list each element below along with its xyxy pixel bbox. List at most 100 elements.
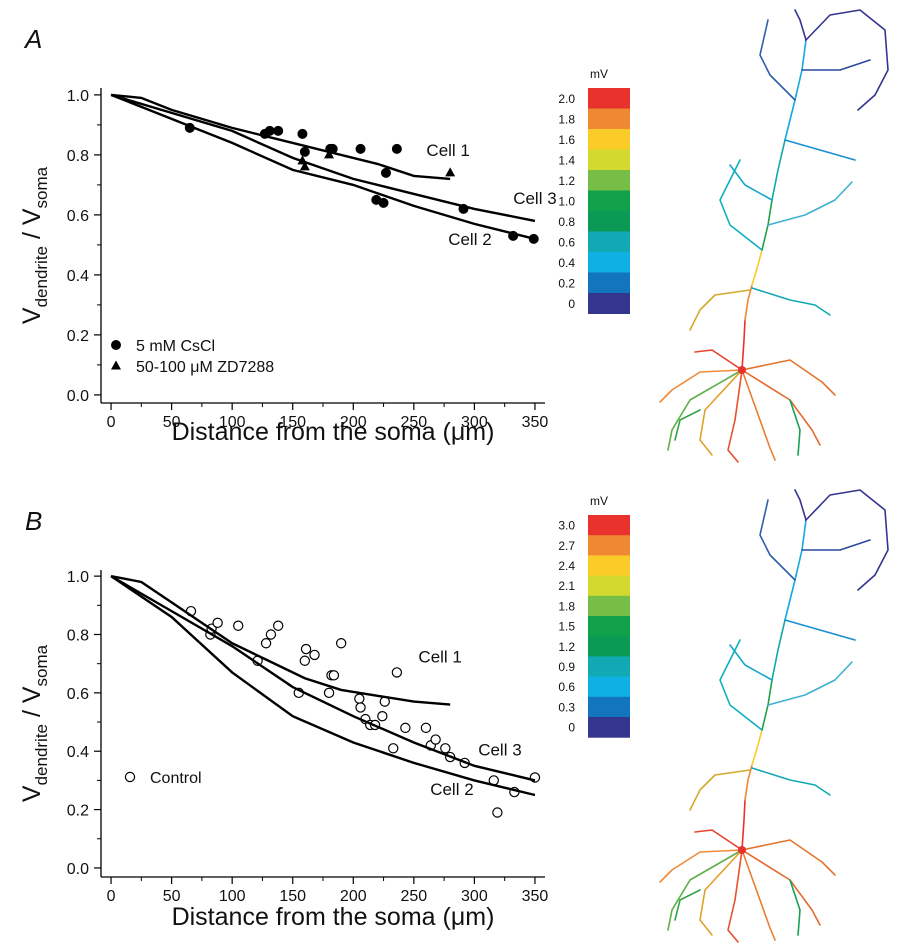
- x-tick-label: 50: [163, 888, 181, 905]
- y-axis-label: Vdendrite / Vsoma: [18, 644, 51, 802]
- marker: [380, 167, 391, 178]
- marker: [420, 722, 432, 734]
- colorbar-label: 2.4: [558, 559, 575, 573]
- colorbar-unit: mV: [590, 67, 608, 81]
- colorbar-label: 1.2: [558, 174, 575, 188]
- legend-label: 5 mM CsCl: [136, 338, 215, 355]
- marker: [272, 620, 284, 631]
- colorbar-label: 1.8: [558, 599, 575, 613]
- marker: [324, 149, 335, 159]
- neuron-drawing: [659, 9, 889, 463]
- marker: [355, 702, 366, 713]
- x-tick-label: 200: [340, 888, 367, 905]
- y-tick-label: 0.6: [67, 686, 89, 703]
- marker: [378, 197, 389, 208]
- marker: [323, 687, 335, 699]
- legend-marker: [110, 340, 121, 351]
- curve-label: Cell 3: [513, 189, 556, 208]
- curve: [110, 93, 451, 181]
- curve-label: Cell 1: [418, 648, 461, 667]
- marker: [440, 743, 451, 754]
- y-tick-label: 0.8: [67, 148, 89, 165]
- colorbar-swatch: [588, 515, 630, 536]
- y-tick-label: 0.0: [67, 861, 89, 878]
- marker: [355, 143, 366, 154]
- y-tick-label: 0.2: [67, 328, 89, 345]
- marker: [233, 620, 244, 631]
- colorbar-label: 0.6: [558, 235, 575, 249]
- legend-marker: [111, 360, 121, 370]
- marker: [309, 649, 320, 661]
- colorbar-label: 2.7: [558, 539, 575, 553]
- curve-label: Cell 2: [448, 230, 491, 249]
- x-tick-label: 250: [400, 888, 427, 905]
- colorbar-label: 2.1: [558, 579, 575, 593]
- colorbar-swatch: [588, 88, 630, 109]
- y-label-subscript: soma: [32, 166, 51, 208]
- colorbar-label: 1.8: [558, 112, 575, 126]
- marker: [264, 125, 275, 136]
- marker: [297, 128, 308, 139]
- marker: [377, 711, 388, 722]
- colorbar-label: 2.0: [558, 92, 575, 106]
- marker: [354, 693, 365, 704]
- colorbar-label: 0.8: [558, 215, 575, 229]
- y-label-part: V: [18, 307, 46, 324]
- marker: [388, 743, 399, 754]
- curve-label: Cell 3: [478, 740, 521, 759]
- x-tick-label: 0: [107, 888, 116, 905]
- colorbar-swatch: [588, 252, 630, 273]
- colorbar-label: 3.0: [558, 519, 575, 533]
- y-tick-label: 1.0: [67, 88, 89, 105]
- colorbar-swatch: [588, 149, 630, 171]
- colorbar-swatch: [588, 231, 630, 253]
- y-label-subscript: soma: [32, 644, 51, 686]
- colorbar-swatch: [588, 129, 630, 150]
- y-label-subscript: dendrite: [32, 724, 51, 785]
- x-tick-label: 100: [219, 414, 246, 431]
- colorbar-label: 0.6: [558, 680, 575, 694]
- y-tick-label: 0.0: [67, 388, 89, 405]
- colorbar-label: 1.6: [558, 133, 575, 147]
- colorbar-unit: mV: [590, 494, 608, 508]
- curve: [110, 574, 451, 706]
- y-tick-label: 0.2: [67, 803, 89, 820]
- x-tick-label: 200: [340, 414, 367, 431]
- colorbar-swatch: [588, 696, 630, 718]
- x-axis-label: Distance from the soma (μm): [172, 418, 495, 446]
- marker: [299, 146, 310, 157]
- x-tick-label: 0: [107, 414, 116, 431]
- colorbar-label: 1.0: [558, 194, 575, 208]
- marker: [265, 629, 277, 640]
- marker: [391, 667, 403, 678]
- marker: [430, 734, 441, 745]
- colorbar-swatch: [588, 656, 630, 678]
- y-tick-label: 0.4: [67, 744, 89, 761]
- x-tick-label: 100: [219, 888, 246, 905]
- colorbar-swatch: [588, 555, 630, 577]
- marker: [445, 167, 456, 177]
- marker: [299, 655, 311, 666]
- y-label-part: / V: [18, 686, 46, 724]
- curve-label: Cell 1: [426, 141, 469, 160]
- curve: [110, 575, 536, 797]
- colorbar-label: 0: [568, 297, 575, 311]
- y-tick-label: 0.6: [67, 208, 89, 225]
- curve: [110, 93, 536, 223]
- colorbar-label: 1.5: [558, 620, 575, 634]
- y-tick-label: 0.8: [67, 627, 89, 644]
- x-tick-label: 50: [163, 414, 181, 431]
- colorbar-swatch: [588, 272, 630, 294]
- panel-label: B: [25, 506, 42, 536]
- y-tick-label: 0.4: [67, 268, 89, 285]
- y-label-part: V: [18, 785, 46, 802]
- x-axis-label: Distance from the soma (μm): [172, 903, 495, 931]
- colorbar-swatch: [588, 676, 630, 698]
- marker: [212, 617, 223, 629]
- x-tick-label: 250: [400, 414, 427, 431]
- y-axis-label: Vdendrite / Vsoma: [18, 166, 51, 324]
- marker: [260, 638, 272, 649]
- y-label-part: / V: [18, 208, 46, 246]
- marker: [391, 143, 402, 154]
